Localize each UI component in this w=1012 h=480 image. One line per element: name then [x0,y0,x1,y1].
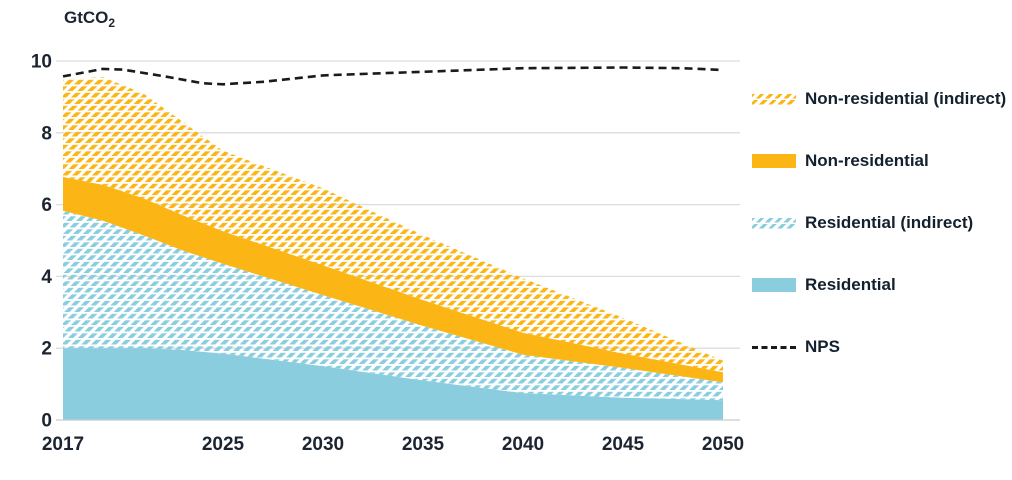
legend-item-nps: NPS [752,334,1010,360]
y-tick-label-2: 2 [41,339,52,360]
area-residential [63,348,723,420]
x-tick-label-2045: 2045 [602,434,645,455]
legend-hatched-swatch [752,92,796,106]
chart-legend: Non-residential (indirect) Non-residentia… [752,86,1010,360]
y-axis-unit-label: GtCO2 [64,8,116,30]
legend-label: Residential (indirect) [805,213,974,232]
y-tick-label-4: 4 [41,267,52,288]
y-tick-label-10: 10 [31,52,52,73]
legend-item-non-residential: Non-residential [752,148,1010,174]
nps-line [62,66,724,86]
unit-text: GtCO [64,8,109,27]
legend-item-residential: Residential [752,272,1010,298]
area-non-residential [63,177,723,383]
x-tick-label-2025: 2025 [202,434,245,455]
y-tick-label-6: 6 [41,195,52,216]
hatch-row-overlay [63,77,723,373]
x-tick-label-2050: 2050 [702,434,744,455]
legend-label: Non-residential [805,151,929,170]
legend-hatched-swatch [752,216,796,230]
legend-item-residential-indirect: Residential (indirect) [752,210,1010,236]
x-tick-label-2030: 2030 [302,434,344,455]
y-tick-label-8: 8 [41,123,52,144]
legend-label: Non-residential (indirect) [805,89,1007,108]
unit-subscript: 2 [108,16,116,30]
legend-dashed-line-swatch [752,345,796,349]
legend-solid-swatch [752,154,796,168]
legend-item-non-residential-indirect: Non-residential (indirect) [752,86,1010,112]
hatch-row-overlay [63,210,723,401]
legend-label: Residential [805,275,896,294]
x-tick-label-2035: 2035 [402,434,445,455]
legend-label: NPS [805,337,840,356]
legend-solid-swatch [752,278,796,292]
x-tick-label-2017: 2017 [42,434,84,455]
y-tick-label-0: 0 [41,411,52,432]
x-tick-label-2040: 2040 [502,434,544,455]
